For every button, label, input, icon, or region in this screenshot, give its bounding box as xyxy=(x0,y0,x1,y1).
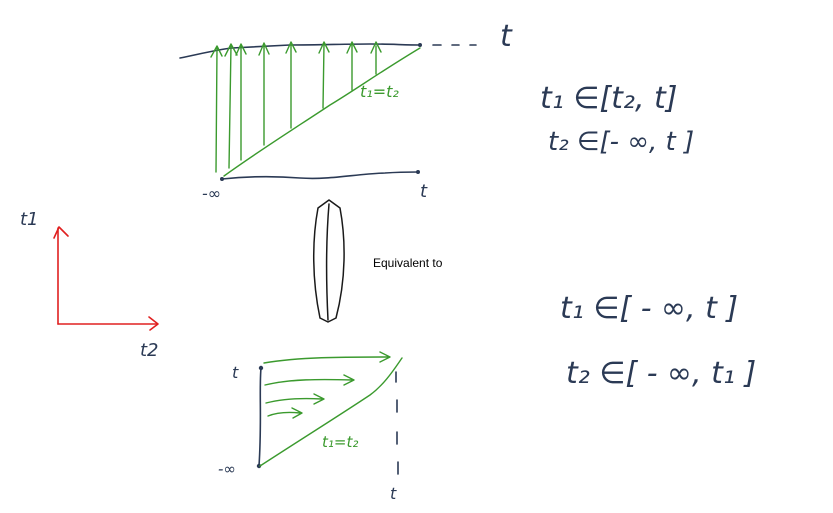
t1-axis-arrowhead-icon xyxy=(53,226,69,239)
top-t-bottom-label: t xyxy=(420,181,428,202)
bottom-diagonal-label: t₁=t₂ xyxy=(322,433,358,451)
equation-top-line-2: t₂ ∈[- ∞, t ] xyxy=(548,127,694,157)
top-diagonal-label: t₁=t₂ xyxy=(360,82,399,101)
equivalent-to-label: Equivalent to xyxy=(373,256,443,270)
t2-axis-label: t2 xyxy=(140,340,159,361)
bottom-horizontal-arrows xyxy=(263,351,391,419)
bottom-arrow-2 xyxy=(264,374,355,386)
bottom-t-label: t xyxy=(390,484,397,503)
top-integration-region: t t -∞ t₁=t₂ xyxy=(179,19,513,203)
bottom-t-dot xyxy=(258,365,264,371)
equation-bottom-line-1: t₁ ∈[ - ∞, t ] xyxy=(560,291,738,326)
top-arrow-6 xyxy=(318,41,330,109)
top-t-axis-label: t xyxy=(500,19,513,54)
bottom-arrow-3 xyxy=(265,393,325,405)
bottom-right-dashed-line xyxy=(395,371,399,475)
bottom-minus-inf-dot xyxy=(256,463,262,469)
top-arrow-8 xyxy=(370,41,382,75)
top-arrow-3 xyxy=(235,43,247,161)
top-minus-inf-label: -∞ xyxy=(202,184,221,203)
bottom-integration-region: t -∞ t₁=t₂ t xyxy=(218,351,403,503)
bottom-left-boundary-line xyxy=(258,367,262,467)
double-arrow-icon xyxy=(312,199,345,323)
bottom-arrow-4 xyxy=(267,407,303,419)
equation-bottom-line-2: t₂ ∈[ - ∞, t₁ ] xyxy=(566,356,756,391)
top-diagonal-line xyxy=(223,47,421,177)
t1-t2-axes: t1 t2 xyxy=(20,209,159,361)
top-minus-inf-dot xyxy=(220,177,224,181)
top-vertical-arrows xyxy=(210,41,382,173)
bottom-arrow-1 xyxy=(263,351,391,364)
bottom-t-left-label: t xyxy=(232,363,239,382)
bottom-minus-inf-label: -∞ xyxy=(218,460,236,478)
top-upper-boundary-dot xyxy=(418,43,422,47)
top-t-dot xyxy=(416,170,420,174)
top-lower-boundary-line xyxy=(221,171,419,180)
top-arrow-5 xyxy=(285,41,297,129)
equations: t₁ ∈[t₂, t] t₂ ∈[- ∞, t ] t₁ ∈[ - ∞, t ]… xyxy=(540,81,756,391)
top-arrow-4 xyxy=(258,42,270,146)
bottom-diagonal-line xyxy=(259,357,403,467)
top-arrow-2 xyxy=(224,43,238,169)
top-arrow-1 xyxy=(210,45,223,173)
equation-top-line-1: t₁ ∈[t₂, t] xyxy=(540,81,678,116)
equivalence-connector: Equivalent to xyxy=(312,199,443,323)
t1-axis-label: t1 xyxy=(20,209,39,230)
t2-axis-arrowhead-icon xyxy=(148,316,159,331)
top-arrow-7 xyxy=(346,41,358,91)
top-upper-boundary-line xyxy=(179,43,421,59)
